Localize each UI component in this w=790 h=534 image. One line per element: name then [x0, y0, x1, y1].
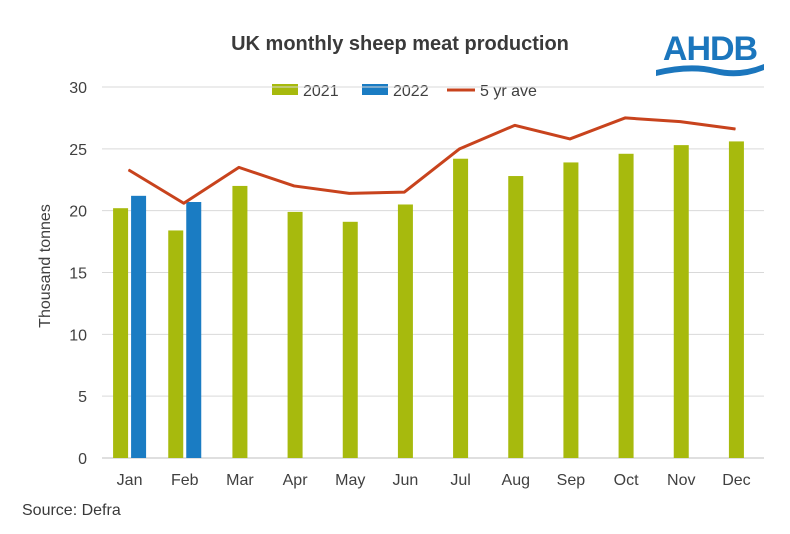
- y-tick-label: 10: [69, 327, 87, 344]
- logo-text: AHDB: [663, 30, 758, 68]
- chart-title: UK monthly sheep meat production: [231, 33, 569, 55]
- bar-2022-feb: [186, 202, 202, 458]
- y-tick-label: 15: [69, 266, 87, 283]
- y-axis-ticks: 0 5 10 15 20 25 30: [69, 80, 87, 468]
- x-tick-label: Apr: [283, 472, 309, 489]
- y-tick-label: 5: [78, 389, 87, 406]
- bar-2021-apr: [287, 211, 303, 458]
- gridlines: [102, 86, 764, 459]
- x-tick-label: Sep: [557, 472, 586, 489]
- avg-point-may: [348, 192, 350, 194]
- avg-line: [127, 116, 736, 205]
- x-tick-label: Jul: [450, 472, 470, 489]
- bars: [113, 141, 744, 459]
- x-tick-label: Aug: [502, 472, 530, 489]
- avg-point-jan: [128, 169, 130, 171]
- bar-2021-jun: [397, 204, 413, 458]
- avg-point-jul: [459, 148, 461, 150]
- bar-2021-mar: [232, 185, 248, 458]
- y-tick-label: 30: [69, 80, 87, 97]
- avg-point-dec: [734, 128, 736, 130]
- y-axis-label: Thousand tonnes: [37, 204, 54, 328]
- avg-point-apr: [293, 185, 295, 187]
- x-axis-ticks: Jan Feb Mar Apr May Jun Jul Aug Sep Oct Nov Dec: [117, 472, 751, 489]
- legend: 2021 2022 5 yr ave: [272, 83, 537, 100]
- x-tick-label: Feb: [171, 472, 199, 489]
- bar-2022-jan: [131, 195, 147, 458]
- bar-2021-may: [342, 221, 358, 458]
- avg-point-feb: [183, 202, 185, 204]
- legend-label: 2022: [393, 83, 429, 100]
- bar-2021-sep: [563, 162, 579, 459]
- bar-2021-nov: [673, 145, 689, 458]
- avg-line-path: [127, 116, 736, 205]
- bar-2021-jan: [113, 208, 129, 458]
- legend-label: 5 yr ave: [480, 83, 537, 100]
- bar-2021-feb: [168, 230, 184, 458]
- bar-2021-jul: [453, 158, 469, 458]
- avg-point-nov: [679, 121, 681, 123]
- ahdb-logo: AHDB: [656, 30, 764, 77]
- x-tick-label: Mar: [226, 472, 254, 489]
- x-tick-label: Jun: [393, 472, 419, 489]
- source-note: Source: Defra: [22, 502, 121, 519]
- y-tick-label: 20: [69, 204, 87, 221]
- avg-point-aug: [514, 124, 516, 126]
- avg-point-sep: [569, 138, 571, 140]
- bar-2021-dec: [728, 141, 744, 458]
- x-tick-label: May: [335, 472, 365, 489]
- avg-point-jun: [403, 191, 405, 193]
- legend-swatch-2022: [362, 84, 388, 95]
- x-tick-label: Oct: [614, 472, 639, 489]
- legend-label: 2021: [303, 83, 339, 100]
- logo-wave-icon: [656, 64, 764, 77]
- x-tick-label: Nov: [667, 472, 695, 489]
- avg-point-oct: [624, 117, 626, 119]
- y-tick-label: 25: [69, 142, 87, 159]
- bar-2021-aug: [508, 176, 524, 459]
- y-tick-label: 0: [78, 451, 87, 468]
- x-tick-label: Dec: [722, 472, 750, 489]
- bar-2021-oct: [618, 153, 634, 458]
- legend-swatch-2021: [272, 84, 298, 95]
- avg-point-mar: [238, 166, 240, 168]
- x-tick-label: Jan: [117, 472, 143, 489]
